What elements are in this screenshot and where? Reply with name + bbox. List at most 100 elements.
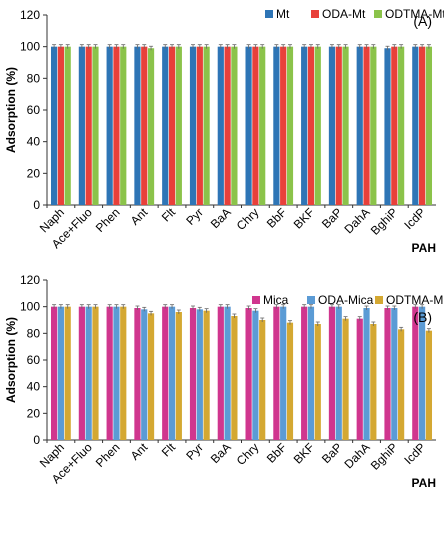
x-tick-label: BKF — [291, 205, 317, 231]
bar-mt-icdp — [412, 46, 419, 205]
bar-oda-mt-naph — [57, 46, 64, 205]
bar-mica-bghip — [384, 308, 391, 440]
bar-mt-ace+fluo — [78, 46, 85, 205]
bar-mica-baa — [217, 306, 224, 440]
bar-odtma-mt-phen — [120, 46, 127, 205]
bar-oda-mica-daha — [363, 308, 370, 440]
x-tick-label: BaA — [208, 205, 234, 231]
bar-mt-pyr — [189, 46, 197, 205]
legend-swatch — [265, 10, 273, 18]
y-tick-label: 40 — [27, 135, 41, 149]
bar-odtma-mt-baa — [231, 46, 238, 205]
bar-odtma-mt-flt — [175, 46, 182, 205]
bar-mt-chry — [245, 46, 252, 205]
bar-mica-pyr — [189, 308, 197, 440]
bar-odtma-mt-daha — [370, 46, 377, 205]
bar-mica-daha — [356, 318, 363, 440]
x-axis-label: PAH — [412, 241, 436, 255]
x-tick-label: BghiP — [368, 440, 401, 473]
x-tick-label: IcdP — [401, 440, 428, 467]
bar-oda-mica-chry — [252, 310, 259, 440]
bar-oda-mica-ace+fluo — [85, 306, 92, 440]
bar-mica-bkf — [301, 306, 308, 440]
x-tick-label: BbF — [264, 205, 289, 230]
x-tick-label: Chry — [234, 205, 262, 233]
panel-label: (B) — [413, 309, 432, 325]
y-tick-label: 60 — [27, 353, 41, 367]
bar-odtma-mica-flt — [175, 312, 182, 440]
bar-oda-mica-bap — [335, 306, 342, 440]
bar-mt-phen — [106, 46, 113, 205]
x-tick-label: BaA — [208, 440, 234, 466]
x-tick-label: Phen — [93, 205, 123, 235]
bar-oda-mica-bkf — [307, 306, 315, 440]
x-tick-label: Pyr — [183, 205, 206, 228]
bar-odtma-mt-bkf — [314, 46, 321, 205]
legend-swatch — [374, 10, 382, 18]
y-tick-label: 0 — [33, 198, 40, 212]
bar-oda-mt-bghip — [391, 46, 398, 205]
bar-oda-mica-naph — [57, 306, 64, 440]
bar-oda-mica-flt — [168, 306, 176, 440]
bar-oda-mica-baa — [224, 306, 231, 440]
bar-odtma-mt-bap — [342, 46, 349, 205]
bar-oda-mica-phen — [113, 306, 120, 440]
bar-mica-bbf — [273, 306, 280, 440]
bar-odtma-mica-bap — [342, 318, 349, 440]
x-tick-label: Ant — [128, 205, 151, 228]
x-axis-label: PAH — [412, 476, 436, 490]
y-tick-label: 0 — [33, 433, 40, 447]
panel-label: (A) — [413, 13, 432, 29]
y-tick-label: 40 — [27, 380, 41, 394]
bar-mt-flt — [162, 46, 169, 205]
x-tick-label: Phen — [93, 440, 123, 470]
bar-odtma-mica-ace+fluo — [92, 306, 99, 440]
bar-mica-bap — [328, 306, 336, 440]
y-tick-label: 20 — [27, 166, 41, 180]
bar-odtma-mt-icdp — [425, 46, 433, 205]
bar-mica-ant — [134, 308, 141, 440]
y-tick-label: 60 — [27, 103, 41, 117]
y-tick-label: 20 — [27, 406, 41, 420]
bar-odtma-mica-pyr — [203, 310, 210, 440]
bar-mica-chry — [245, 308, 252, 440]
x-tick-label: DahA — [342, 440, 373, 471]
bar-mt-bap — [328, 46, 336, 205]
bar-mt-naph — [50, 46, 58, 205]
bar-mica-flt — [162, 306, 169, 440]
bar-oda-mica-ant — [141, 309, 148, 440]
legend-swatch — [375, 296, 383, 304]
bar-odtma-mt-ant — [147, 48, 155, 205]
bar-mt-bkf — [301, 46, 308, 205]
bar-oda-mt-bkf — [307, 46, 315, 205]
bar-oda-mt-pyr — [196, 46, 203, 205]
bar-mt-bghip — [384, 48, 391, 205]
bar-odtma-mica-baa — [231, 316, 238, 440]
bar-mt-bbf — [273, 46, 280, 205]
bar-oda-mt-chry — [252, 46, 259, 205]
bar-mt-ant — [134, 46, 141, 205]
bar-odtma-mt-naph — [64, 46, 71, 205]
legend-swatch — [252, 296, 260, 304]
bar-oda-mt-daha — [363, 46, 370, 205]
bar-oda-mica-bghip — [391, 308, 398, 440]
y-axis-label: Adsorption (%) — [4, 317, 18, 403]
bar-oda-mica-bbf — [280, 306, 287, 440]
legend-label: ODA-Mt — [322, 7, 366, 21]
y-axis-label: Adsorption (%) — [4, 67, 18, 153]
x-tick-label: Chry — [234, 440, 262, 468]
bar-odtma-mica-chry — [259, 320, 266, 440]
x-tick-label: Flt — [159, 205, 179, 225]
x-tick-label: DahA — [342, 205, 373, 236]
bar-mt-baa — [217, 46, 224, 205]
y-tick-label: 80 — [27, 71, 41, 85]
x-tick-label: Flt — [159, 440, 179, 460]
bar-oda-mica-icdp — [419, 306, 426, 440]
bar-odtma-mica-naph — [64, 306, 71, 440]
bar-odtma-mt-chry — [259, 46, 266, 205]
y-tick-label: 100 — [20, 300, 40, 314]
legend-swatch — [311, 10, 319, 18]
bar-mica-icdp — [412, 306, 419, 440]
